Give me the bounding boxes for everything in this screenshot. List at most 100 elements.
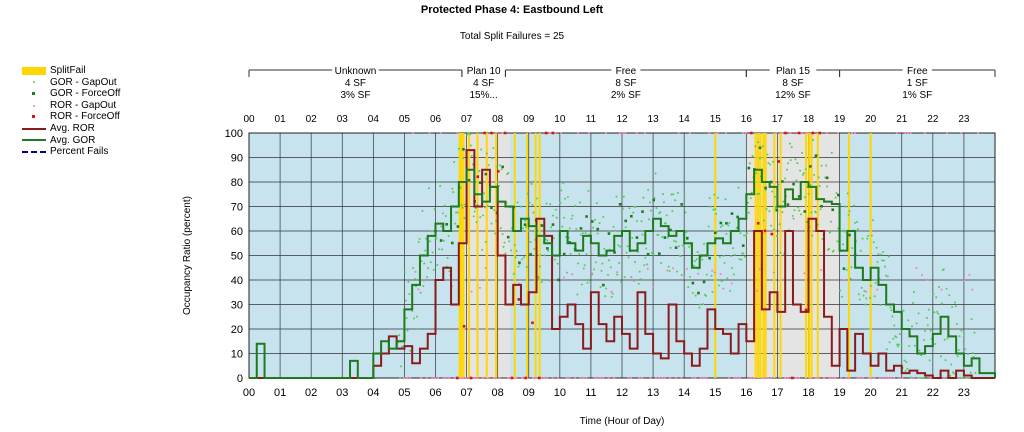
gor-gapout-point xyxy=(808,226,811,229)
gor-gapout-point xyxy=(429,261,432,264)
gor-gapout-point xyxy=(553,258,556,261)
gor-gapout-point xyxy=(964,348,967,351)
gor-gapout-point xyxy=(500,168,503,171)
ror-gapout-point xyxy=(674,377,677,379)
gor-gapout-point xyxy=(492,147,495,150)
gor-gapout-point xyxy=(941,268,944,271)
gor-gapout-point xyxy=(704,294,707,297)
ror-gapout-point xyxy=(932,377,935,379)
ror-gapout-point xyxy=(828,377,831,379)
gor-gapout-point xyxy=(967,377,970,379)
gor-gapout-point xyxy=(590,253,593,256)
gor-gapout-point xyxy=(561,225,564,228)
gor-gapout-point xyxy=(731,267,734,270)
gor-gapout-point xyxy=(944,359,947,362)
gor-gapout-point xyxy=(816,223,819,226)
gor-gapout-point xyxy=(455,205,458,208)
gor-gapout-point xyxy=(578,252,581,255)
ror-gapout-point xyxy=(456,132,459,134)
gor-gapout-point xyxy=(706,248,709,251)
ror-forceoff-point xyxy=(503,131,507,135)
ror-gapout-point xyxy=(632,279,635,282)
gor-gapout-point xyxy=(538,265,541,268)
ror-gapout-point xyxy=(744,132,747,134)
gor-forceoff-point xyxy=(781,180,784,183)
gor-gapout-point xyxy=(575,227,578,230)
gor-forceoff-point xyxy=(658,252,661,255)
gor-gapout-point xyxy=(559,201,562,204)
ror-gapout-point xyxy=(965,377,968,379)
gor-gapout-point xyxy=(554,208,557,211)
ror-gapout-point xyxy=(719,273,722,276)
gor-gapout-point xyxy=(762,219,765,222)
gor-gapout-point xyxy=(649,209,652,212)
gor-gapout-point xyxy=(818,185,821,188)
gor-gapout-point xyxy=(740,258,743,261)
ror-gapout-point xyxy=(585,377,588,379)
gor-gapout-point xyxy=(691,291,694,294)
gor-gapout-point xyxy=(737,186,740,189)
gor-gapout-point xyxy=(850,266,853,269)
ror-gapout-point xyxy=(848,377,851,379)
gor-gapout-point xyxy=(973,331,976,334)
gor-gapout-point xyxy=(970,318,973,321)
gor-gapout-point xyxy=(528,201,531,204)
gor-gapout-point xyxy=(598,222,601,225)
y-tick-label: 40 xyxy=(231,275,243,287)
ror-gapout-point xyxy=(476,377,479,379)
gor-gapout-point xyxy=(938,377,941,379)
gor-gapout-point xyxy=(936,310,939,313)
gor-gapout-point xyxy=(776,210,779,213)
gor-gapout-point xyxy=(665,214,668,217)
ror-gapout-point xyxy=(722,287,725,290)
gor-gapout-point xyxy=(832,249,835,252)
gor-forceoff-point xyxy=(764,186,767,190)
gor-gapout-point xyxy=(790,146,793,149)
ror-gapout-point xyxy=(512,377,515,379)
gor-gapout-point xyxy=(685,231,688,234)
gor-gapout-point xyxy=(905,361,908,364)
gor-gapout-point xyxy=(594,261,597,264)
ror-gapout-point xyxy=(467,377,470,379)
gor-gapout-point xyxy=(845,268,848,271)
gor-gapout-point xyxy=(607,259,610,262)
ror-gapout-point xyxy=(422,279,425,282)
gor-gapout-point xyxy=(897,343,900,346)
ror-gapout-point xyxy=(582,377,585,379)
gor-gapout-point xyxy=(508,240,511,243)
x-tick-label: 08 xyxy=(492,387,504,399)
gor-gapout-point xyxy=(758,192,761,195)
ror-gapout-point xyxy=(747,377,750,379)
gor-gapout-point xyxy=(942,268,945,271)
gor-gapout-point xyxy=(576,293,579,296)
gor-gapout-point xyxy=(552,237,555,240)
gor-gapout-point xyxy=(846,192,849,195)
gor-gapout-point xyxy=(770,224,773,227)
legend-label: Avg. ROR xyxy=(50,122,95,134)
gor-gapout-point xyxy=(435,237,438,240)
gor-gapout-point xyxy=(800,151,803,154)
gor-forceoff-point xyxy=(641,210,644,213)
gor-gapout-point xyxy=(403,271,406,274)
x-tick-label-top: 00 xyxy=(243,114,255,125)
avg-gor-line xyxy=(249,168,996,379)
ror-gapout-point xyxy=(518,282,521,285)
ror-gapout-point xyxy=(450,285,453,288)
gor-gapout-point xyxy=(874,281,877,284)
ror-gapout-point xyxy=(792,285,795,288)
gor-gapout-point xyxy=(549,203,552,206)
gor-gapout-point xyxy=(801,173,804,176)
x-axis-title: Time (Hour of Day) xyxy=(580,416,665,427)
ror-gapout-point xyxy=(697,272,700,275)
ror-gapout-point xyxy=(537,377,540,379)
ror-gapout-point xyxy=(962,279,965,282)
ror-gapout-point xyxy=(425,377,428,379)
gor-gapout-point xyxy=(719,226,722,229)
ror-gapout-point xyxy=(929,377,932,379)
gor-gapout-point xyxy=(459,186,462,189)
gor-gapout-point xyxy=(772,160,775,163)
gor-gapout-point xyxy=(690,243,693,246)
x-tick-label: 06 xyxy=(429,387,441,399)
gor-forceoff-point xyxy=(512,205,516,209)
ror-gapout-point xyxy=(448,377,451,379)
